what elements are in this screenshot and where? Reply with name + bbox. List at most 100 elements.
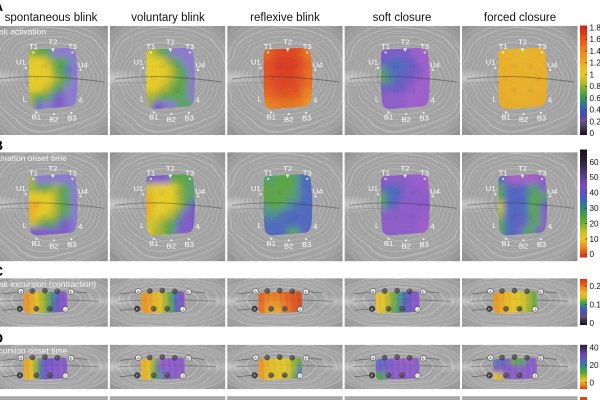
svg-text:4: 4 — [430, 222, 434, 231]
svg-text:L: L — [375, 221, 379, 230]
svg-text:U4: U4 — [430, 61, 440, 70]
svg-text:T1: T1 — [29, 42, 38, 51]
svg-text:T1: T1 — [146, 168, 155, 177]
svg-text:20: 20 — [590, 361, 600, 370]
svg-text:A: A — [489, 356, 492, 360]
svg-text:T3: T3 — [420, 168, 429, 177]
svg-text:T3: T3 — [185, 168, 194, 177]
svg-text:B3: B3 — [67, 240, 76, 249]
svg-text:L: L — [23, 95, 27, 104]
svg-text:excursion onset time: excursion onset time — [0, 345, 68, 355]
svg-text:U4: U4 — [313, 61, 323, 70]
svg-text:B3: B3 — [302, 114, 311, 123]
svg-text:4: 4 — [196, 96, 200, 105]
svg-text:reflexive blink: reflexive blink — [250, 12, 320, 24]
svg-text:B1: B1 — [32, 239, 41, 248]
svg-text:T1: T1 — [499, 42, 508, 51]
svg-text:U1: U1 — [368, 58, 378, 67]
svg-text:0.1: 0.1 — [590, 300, 600, 309]
svg-text:T2: T2 — [283, 164, 292, 173]
svg-text:4: 4 — [313, 96, 317, 105]
svg-text:L: L — [140, 221, 144, 230]
svg-text:T2: T2 — [518, 164, 527, 173]
svg-text:B1: B1 — [267, 239, 276, 248]
svg-text:A: A — [137, 356, 140, 360]
svg-text:B3: B3 — [302, 240, 311, 249]
svg-text:B2: B2 — [167, 115, 176, 124]
svg-text:peak activation: peak activation — [0, 27, 46, 37]
svg-text:T1: T1 — [29, 168, 38, 177]
svg-text:4: 4 — [548, 96, 552, 105]
svg-text:J: J — [182, 374, 184, 378]
svg-text:F: F — [254, 307, 257, 311]
svg-text:B2: B2 — [519, 241, 528, 250]
svg-text:F: F — [488, 374, 491, 378]
svg-text:U1: U1 — [133, 184, 143, 193]
svg-text:B3: B3 — [419, 114, 428, 123]
svg-text:B3: B3 — [185, 240, 194, 249]
svg-text:J: J — [299, 308, 301, 312]
svg-text:B1: B1 — [32, 113, 41, 122]
svg-text:T3: T3 — [538, 42, 547, 51]
svg-text:E: E — [422, 357, 425, 361]
svg-text:E: E — [305, 290, 308, 294]
svg-text:0: 0 — [590, 250, 595, 259]
svg-text:F: F — [488, 307, 491, 311]
svg-text:T3: T3 — [68, 168, 77, 177]
svg-text:L: L — [492, 95, 496, 104]
svg-text:F: F — [371, 374, 374, 378]
svg-text:U1: U1 — [251, 184, 261, 193]
svg-text:B1: B1 — [501, 239, 510, 248]
svg-text:F: F — [19, 374, 22, 378]
svg-text:10: 10 — [590, 235, 600, 244]
svg-text:F: F — [19, 307, 22, 311]
svg-text:A: A — [489, 290, 492, 294]
svg-text:B2: B2 — [284, 115, 293, 124]
svg-text:B1: B1 — [501, 113, 510, 122]
svg-text:E: E — [422, 290, 425, 294]
svg-text:U1: U1 — [16, 184, 26, 193]
svg-text:B1: B1 — [384, 239, 393, 248]
svg-text:T1: T1 — [264, 42, 273, 51]
svg-text:50: 50 — [590, 173, 600, 182]
svg-text:B2: B2 — [401, 115, 410, 124]
svg-text:1.6: 1.6 — [590, 35, 600, 44]
svg-text:T3: T3 — [303, 168, 312, 177]
svg-text:U4: U4 — [195, 61, 205, 70]
svg-text:T1: T1 — [146, 42, 155, 51]
svg-text:F: F — [371, 307, 374, 311]
svg-text:1.4: 1.4 — [590, 47, 600, 56]
svg-text:U4: U4 — [548, 187, 558, 196]
svg-text:T1: T1 — [264, 168, 273, 177]
svg-text:B2: B2 — [284, 241, 293, 250]
svg-text:B2: B2 — [519, 115, 528, 124]
svg-text:T2: T2 — [166, 38, 175, 47]
svg-text:J: J — [417, 308, 419, 312]
svg-text:C: C — [0, 263, 3, 279]
svg-text:0.8: 0.8 — [590, 82, 600, 91]
svg-text:E: E — [187, 357, 190, 361]
svg-text:40: 40 — [590, 189, 600, 198]
svg-text:B1: B1 — [384, 113, 393, 122]
svg-text:A: A — [372, 356, 375, 360]
svg-text:B1: B1 — [267, 113, 276, 122]
svg-text:activation onset time: activation onset time — [0, 153, 67, 163]
svg-text:E: E — [70, 290, 73, 294]
svg-text:E: E — [539, 357, 542, 361]
svg-text:T3: T3 — [68, 42, 77, 51]
svg-text:40: 40 — [590, 343, 600, 352]
svg-text:T2: T2 — [518, 38, 527, 47]
svg-text:soft closure: soft closure — [373, 12, 432, 24]
svg-text:forced closure: forced closure — [484, 12, 556, 24]
svg-text:F: F — [254, 374, 257, 378]
svg-text:1.2: 1.2 — [590, 59, 600, 68]
svg-text:U1: U1 — [486, 184, 496, 193]
svg-text:A: A — [20, 290, 23, 294]
svg-text:1: 1 — [590, 70, 595, 79]
svg-text:T3: T3 — [185, 42, 194, 51]
svg-text:J: J — [65, 308, 67, 312]
svg-text:B1: B1 — [149, 239, 158, 248]
svg-text:F: F — [136, 307, 139, 311]
svg-text:0.2: 0.2 — [590, 282, 600, 291]
svg-text:4: 4 — [196, 222, 200, 231]
